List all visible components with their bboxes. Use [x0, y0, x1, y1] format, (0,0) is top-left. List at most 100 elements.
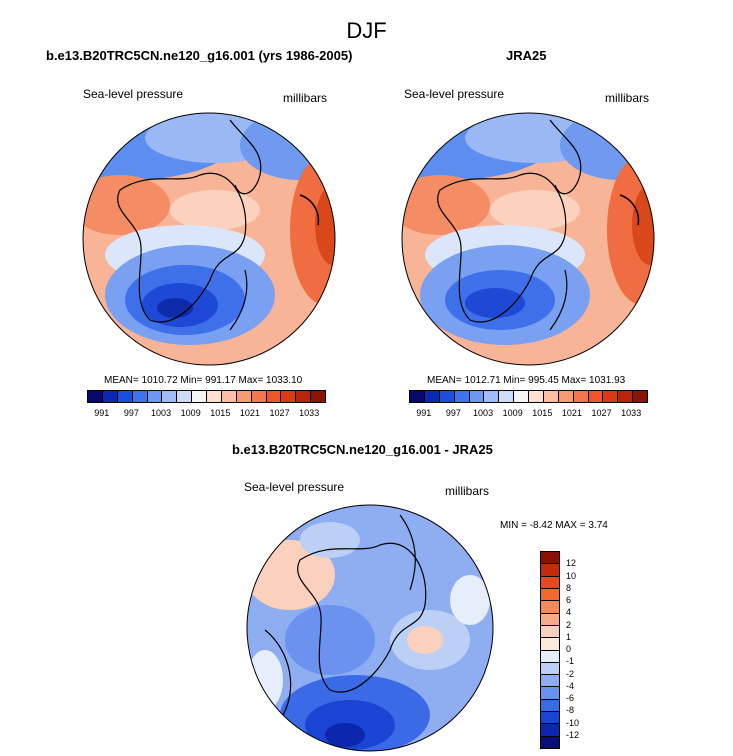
- colorbar-tick-label: -2: [566, 668, 575, 679]
- colorbar-tick-label: 12: [566, 558, 577, 569]
- panel-diff-colorbar-ticks: 12 10 8 6 4 2 1 0 -1 -2 -4 -6 -8 -10 -12: [566, 551, 596, 747]
- colorbar-tick-label: 1033: [621, 408, 642, 418]
- panel-right-colorbar: [409, 390, 648, 403]
- colorbar-swatch: [541, 736, 559, 748]
- colorbar-swatch: [541, 724, 559, 737]
- jra25-slp-map: [402, 113, 654, 365]
- panel-diff-title: b.e13.B20TRC5CN.ne120_g16.001 - JRA25: [232, 442, 493, 457]
- colorbar-tick-label: 1027: [591, 408, 612, 418]
- colorbar-tick-label: 991: [94, 408, 110, 418]
- panel-left-units-label: millibars: [283, 91, 328, 105]
- colorbar-swatch: [541, 613, 559, 626]
- colorbar-swatch: [529, 391, 544, 402]
- colorbar-swatch: [541, 699, 559, 713]
- colorbar-tick-label: -8: [566, 705, 575, 716]
- colorbar-swatch: [541, 552, 559, 565]
- colorbar-swatch: [484, 391, 500, 402]
- colorbar-swatch: [439, 391, 455, 402]
- colorbar-swatch: [102, 391, 118, 402]
- colorbar-tick-label: 0: [566, 644, 572, 654]
- colorbar-swatch: [633, 391, 647, 402]
- difference-slp-map: [247, 505, 493, 751]
- panel-diff-units-label: millibars: [445, 484, 490, 498]
- panel-diff-variable-label: Sea-level pressure: [244, 480, 345, 494]
- colorbar-tick-label: 997: [123, 408, 139, 418]
- colorbar-swatch: [541, 564, 559, 577]
- colorbar-swatch: [541, 662, 559, 676]
- colorbar-tick-label: 1033: [299, 408, 320, 418]
- colorbar-swatch: [541, 650, 559, 663]
- panel-left-colorbar: [87, 390, 326, 403]
- colorbar-swatch: [514, 391, 529, 402]
- colorbar-swatch: [541, 625, 559, 639]
- colorbar-swatch: [541, 675, 559, 688]
- panel-diff-colorbar: [540, 551, 560, 749]
- colorbar-swatch: [469, 391, 485, 402]
- colorbar-swatch: [281, 391, 297, 402]
- colorbar-swatch: [266, 391, 282, 402]
- colorbar-tick-label: 1021: [239, 408, 260, 418]
- colorbar-swatch: [192, 391, 207, 402]
- colorbar-tick-label: -12: [566, 729, 580, 740]
- panel-left-variable-label: Sea-level pressure: [83, 87, 184, 101]
- colorbar-swatch: [424, 391, 440, 402]
- colorbar-swatch: [541, 687, 559, 700]
- colorbar-swatch: [296, 391, 312, 402]
- colorbar-tick-label: 2: [566, 619, 572, 630]
- colorbar-tick-label: -6: [566, 693, 575, 703]
- colorbar-swatch: [236, 391, 252, 402]
- colorbar-tick-label: 991: [416, 408, 432, 418]
- colorbar-swatch: [499, 391, 515, 402]
- colorbar-swatch: [221, 391, 237, 402]
- colorbar-swatch: [541, 588, 559, 602]
- colorbar-tick-label: 4: [566, 607, 572, 618]
- colorbar-swatch: [117, 391, 133, 402]
- colorbar-tick-label: 1009: [502, 408, 523, 418]
- panel-diff-stats: MIN = -8.42 MAX = 3.74: [500, 520, 608, 531]
- panel-left-stats: MEAN= 1010.72 Min= 991.17 Max= 1033.10: [104, 375, 303, 386]
- colorbar-swatch: [177, 391, 193, 402]
- colorbar-tick-label: 6: [566, 595, 572, 605]
- model-slp-map: [83, 113, 335, 365]
- colorbar-tick-label: -1: [566, 656, 575, 667]
- colorbar-tick-label: 1003: [473, 408, 494, 418]
- colorbar-swatch: [147, 391, 163, 402]
- panel-right-stats: MEAN= 1012.71 Min= 995.45 Max= 1031.93: [427, 375, 626, 386]
- colorbar-swatch: [541, 601, 559, 614]
- main-title: DJF: [346, 18, 387, 43]
- panel-right-variable-label: Sea-level pressure: [404, 87, 505, 101]
- colorbar-swatch: [251, 391, 267, 402]
- panel-right-title: JRA25: [506, 48, 547, 63]
- colorbar-tick-label: 1003: [151, 408, 172, 418]
- colorbar-tick-label: -4: [566, 680, 575, 691]
- colorbar-swatch: [454, 391, 470, 402]
- colorbar-swatch: [618, 391, 634, 402]
- colorbar-tick-label: 10: [566, 570, 577, 581]
- colorbar-tick-label: 1027: [269, 408, 290, 418]
- colorbar-swatch: [88, 391, 103, 402]
- colorbar-swatch: [541, 712, 559, 725]
- colorbar-tick-label: 1015: [210, 408, 231, 418]
- colorbar-swatch: [541, 638, 559, 651]
- colorbar-swatch: [132, 391, 148, 402]
- colorbar-swatch: [207, 391, 222, 402]
- colorbar-tick-label: 1021: [561, 408, 582, 418]
- colorbar-tick-label: 1015: [532, 408, 553, 418]
- colorbar-swatch: [410, 391, 425, 402]
- colorbar-swatch: [573, 391, 589, 402]
- colorbar-swatch: [162, 391, 178, 402]
- colorbar-swatch: [558, 391, 574, 402]
- panel-right-units-label: millibars: [605, 91, 650, 105]
- colorbar-tick-label: 8: [566, 582, 572, 593]
- colorbar-tick-label: 997: [445, 408, 461, 418]
- colorbar-swatch: [588, 391, 604, 402]
- colorbar-swatch: [543, 391, 559, 402]
- colorbar-swatch: [311, 391, 325, 402]
- colorbar-tick-label: 1009: [180, 408, 201, 418]
- colorbar-tick-label: 1: [566, 631, 572, 642]
- colorbar-swatch: [541, 576, 559, 589]
- colorbar-tick-label: -10: [566, 717, 580, 728]
- colorbar-swatch: [603, 391, 619, 402]
- panel-left-title: b.e13.B20TRC5CN.ne120_g16.001 (yrs 1986-…: [46, 48, 353, 63]
